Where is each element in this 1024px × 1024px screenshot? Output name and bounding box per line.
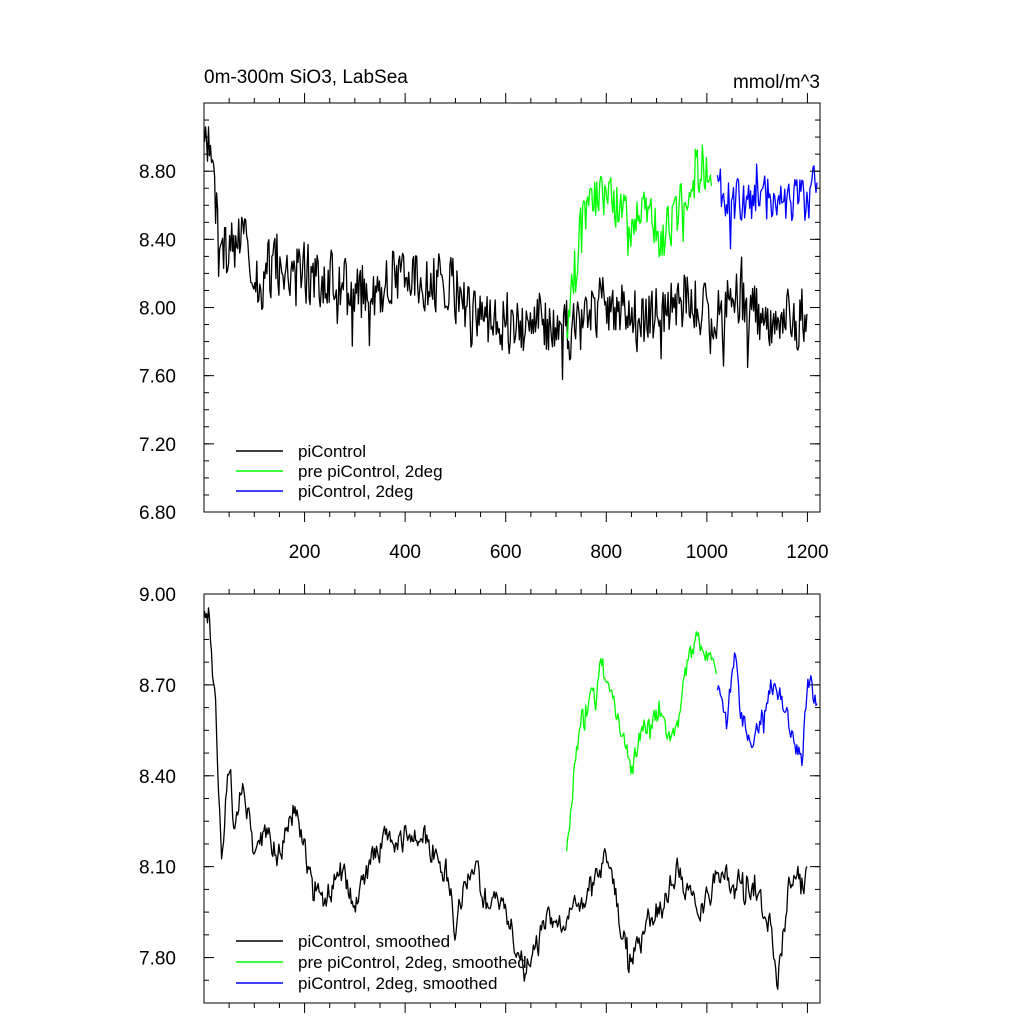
- series-line-pre-picontrol-2deg-smoothed: [565, 631, 718, 852]
- y-tick-label: 7.60: [139, 367, 176, 388]
- y-tick-label: 8.80: [139, 162, 176, 183]
- x-tick-label: 1000: [686, 542, 728, 563]
- y-tick-label: 9.00: [139, 585, 176, 606]
- top-plot-frame: [203, 102, 821, 513]
- y-tick-label: 7.20: [139, 435, 176, 456]
- bottom-axis-ticks: 7.80 8.10 8.40 8.70 9.00: [139, 584, 820, 1013]
- series-line-pre-picontrol-2deg: [565, 144, 713, 339]
- x-tick-label: 800: [590, 542, 622, 563]
- legend-label-picontrol-2deg: piControl, 2deg: [298, 482, 413, 501]
- x-tick-label: 400: [389, 542, 421, 563]
- x-tick-label: 200: [289, 542, 321, 563]
- series-line-picontrol: [203, 126, 808, 381]
- y-tick-label: 8.70: [139, 676, 176, 697]
- legend-label-pre-picontrol-2deg: pre piControl, 2deg: [298, 462, 443, 481]
- legend-label-pre-picontrol-2deg-smoothed: pre piControl, 2deg, smoothed: [298, 953, 527, 972]
- bottom-plot-frame: [203, 593, 821, 1004]
- y-tick-label: 8.40: [139, 230, 176, 251]
- top-series-group: [203, 126, 818, 381]
- y-tick-label: 6.80: [139, 503, 176, 524]
- x-tick-label: 1200: [786, 542, 828, 563]
- bottom-panel: 7.80 8.10 8.40 8.70 9.00 piControl, smoothed…: [139, 584, 821, 1013]
- series-line-picontrol-smoothed: [203, 607, 808, 990]
- legend-label-picontrol-smoothed: piControl, smoothed: [298, 932, 450, 951]
- bottom-series-group: [203, 607, 818, 990]
- y-tick-label: 8.00: [139, 299, 176, 320]
- y-tick-label: 8.40: [139, 767, 176, 788]
- top-panel-title: 0m-300m SiO3, LabSea: [204, 67, 408, 88]
- legend-label-picontrol-2deg-smoothed: piControl, 2deg, smoothed: [298, 974, 497, 993]
- top-panel: 0m-300m SiO3, LabSea mmol/m^3 6.80 7.20 7.…: [139, 67, 829, 563]
- y-tick-label: 7.80: [139, 949, 176, 970]
- x-tick-label: 600: [490, 542, 522, 563]
- bottom-legend: piControl, smoothed pre piControl, 2deg,…: [236, 932, 527, 993]
- legend-label-picontrol: piControl: [298, 442, 366, 461]
- top-legend: piControl pre piControl, 2deg piControl,…: [236, 442, 443, 501]
- y-tick-label: 8.10: [139, 858, 176, 879]
- top-panel-units: mmol/m^3: [733, 72, 820, 93]
- series-line-picontrol-2deg-smoothed: [716, 652, 818, 767]
- series-line-picontrol-2deg: [716, 163, 818, 250]
- top-axis-ticks: 6.80 7.20 7.60 8.00 8.40 8.80 200 400 600 800 1000…: [139, 93, 829, 563]
